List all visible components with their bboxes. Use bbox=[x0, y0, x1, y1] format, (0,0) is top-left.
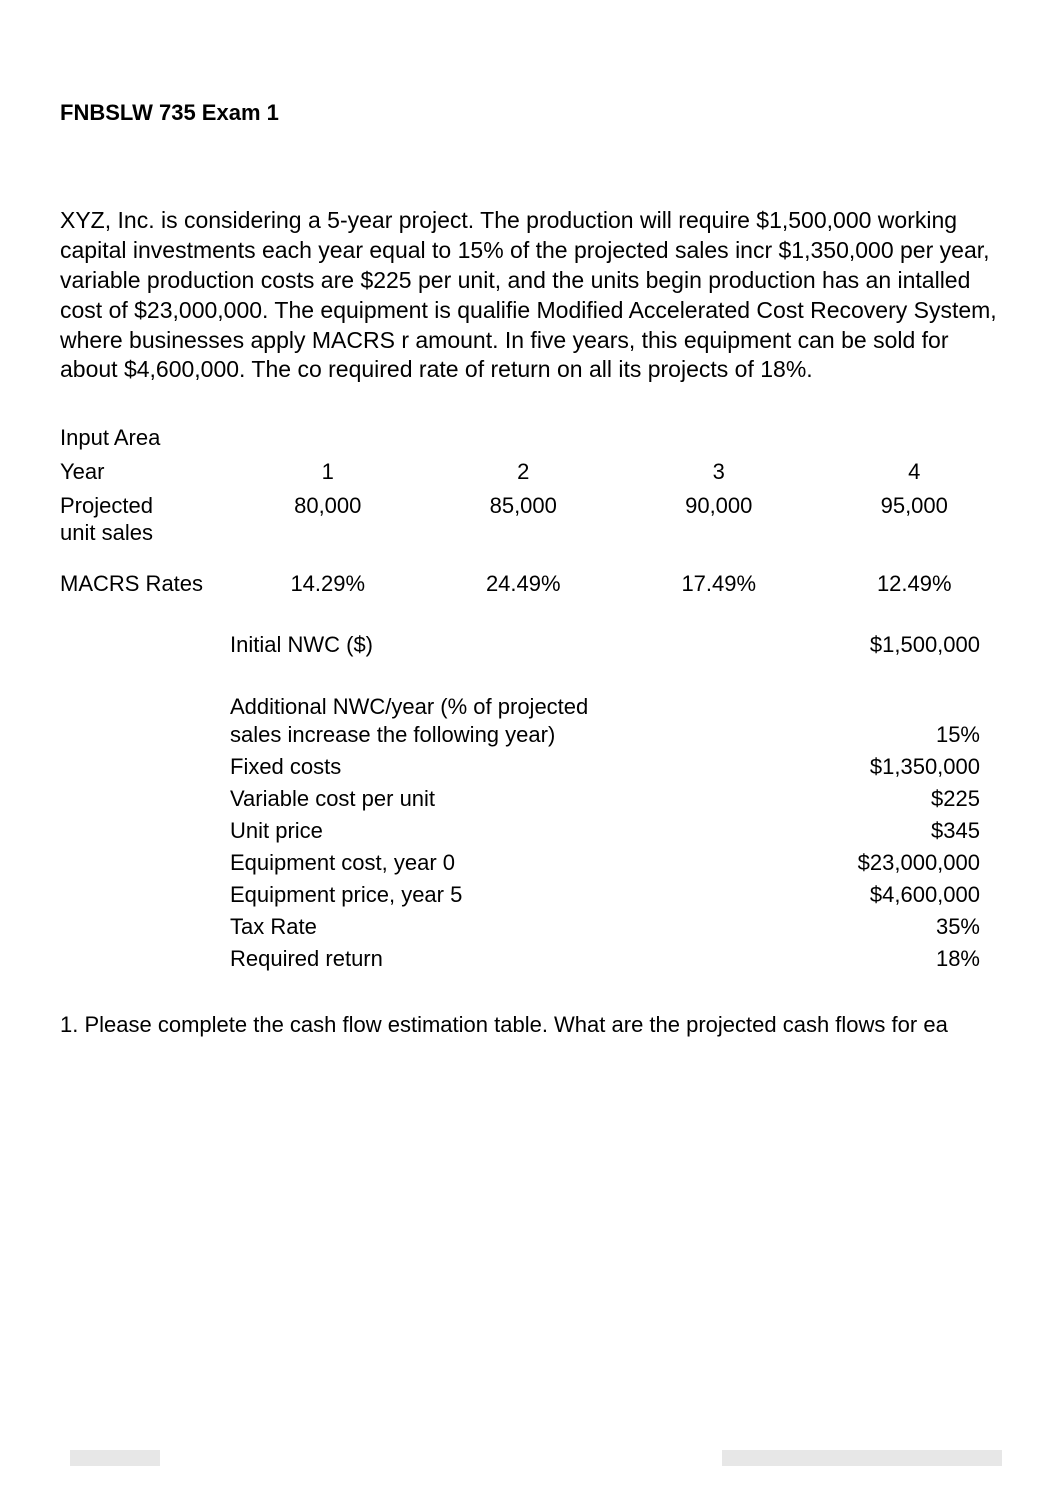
equip-price-label: Equipment price, year 5 bbox=[230, 882, 750, 908]
addl-nwc-value: 15% bbox=[750, 722, 1010, 748]
unit-price-value: $345 bbox=[750, 818, 1010, 844]
tax-rate-label: Tax Rate bbox=[230, 914, 750, 940]
tax-rate-value: 35% bbox=[750, 914, 1010, 940]
req-return-value: 18% bbox=[750, 946, 1010, 972]
addl-nwc-label-line1: Additional NWC/year (% of projected bbox=[230, 694, 588, 719]
addl-nwc-label-line2: sales increase the following year) bbox=[230, 722, 555, 747]
equip-cost-row: Equipment cost, year 0 $23,000,000 bbox=[60, 850, 1012, 876]
macrs-row: MACRS Rates 14.29% 24.49% 17.49% 12.49% bbox=[60, 571, 1012, 597]
year-col-2: 2 bbox=[426, 459, 622, 485]
equip-cost-value: $23,000,000 bbox=[750, 850, 1010, 876]
year-col-1: 1 bbox=[230, 459, 426, 485]
macrs-col-4: 12.49% bbox=[817, 571, 1013, 597]
equip-price-value: $4,600,000 bbox=[750, 882, 1010, 908]
fixed-costs-row: Fixed costs $1,350,000 bbox=[60, 754, 1012, 780]
initial-nwc-label: Initial NWC ($) bbox=[230, 632, 750, 658]
input-area-label: Input Area bbox=[60, 425, 1012, 451]
year-row: Year 1 2 3 4 bbox=[60, 459, 1012, 485]
initial-nwc-row: Initial NWC ($) $1,500,000 bbox=[60, 632, 1012, 658]
var-cost-label: Variable cost per unit bbox=[230, 786, 750, 812]
macrs-col-1: 14.29% bbox=[230, 571, 426, 597]
fixed-costs-value: $1,350,000 bbox=[750, 754, 1010, 780]
initial-nwc-value: $1,500,000 bbox=[750, 632, 1010, 658]
equip-cost-label: Equipment cost, year 0 bbox=[230, 850, 750, 876]
blur-bar-left bbox=[70, 1450, 160, 1466]
projected-col-3: 90,000 bbox=[621, 493, 817, 546]
projected-col-4: 95,000 bbox=[817, 493, 1013, 546]
addl-nwc-label: Additional NWC/year (% of projected sale… bbox=[230, 693, 750, 748]
tax-rate-row: Tax Rate 35% bbox=[60, 914, 1012, 940]
unit-price-label: Unit price bbox=[230, 818, 750, 844]
unit-price-row: Unit price $345 bbox=[60, 818, 1012, 844]
macrs-col-3: 17.49% bbox=[621, 571, 817, 597]
var-cost-row: Variable cost per unit $225 bbox=[60, 786, 1012, 812]
bottom-blur-bars bbox=[0, 1450, 1062, 1466]
projected-sales-row: Projected unit sales 80,000 85,000 90,00… bbox=[60, 493, 1012, 546]
req-return-label: Required return bbox=[230, 946, 750, 972]
fixed-costs-label: Fixed costs bbox=[230, 754, 750, 780]
projected-col-2: 85,000 bbox=[426, 493, 622, 546]
macrs-col-2: 24.49% bbox=[426, 571, 622, 597]
blur-bar-right bbox=[722, 1450, 1002, 1466]
projected-col-1: 80,000 bbox=[230, 493, 426, 546]
question-1: 1. Please complete the cash flow estimat… bbox=[60, 1012, 1012, 1038]
projected-label: Projected unit sales bbox=[60, 493, 230, 546]
year-col-4: 4 bbox=[817, 459, 1013, 485]
intro-paragraph: XYZ, Inc. is considering a 5-year projec… bbox=[60, 206, 1012, 385]
macrs-label: MACRS Rates bbox=[60, 571, 230, 597]
projected-label-line2: unit sales bbox=[60, 520, 153, 545]
year-label: Year bbox=[60, 459, 230, 485]
page-title: FNBSLW 735 Exam 1 bbox=[60, 100, 1012, 126]
var-cost-value: $225 bbox=[750, 786, 1010, 812]
equip-price-row: Equipment price, year 5 $4,600,000 bbox=[60, 882, 1012, 908]
projected-label-line1: Projected bbox=[60, 493, 153, 518]
year-col-3: 3 bbox=[621, 459, 817, 485]
addl-nwc-row: Additional NWC/year (% of projected sale… bbox=[60, 693, 1012, 748]
req-return-row: Required return 18% bbox=[60, 946, 1012, 972]
